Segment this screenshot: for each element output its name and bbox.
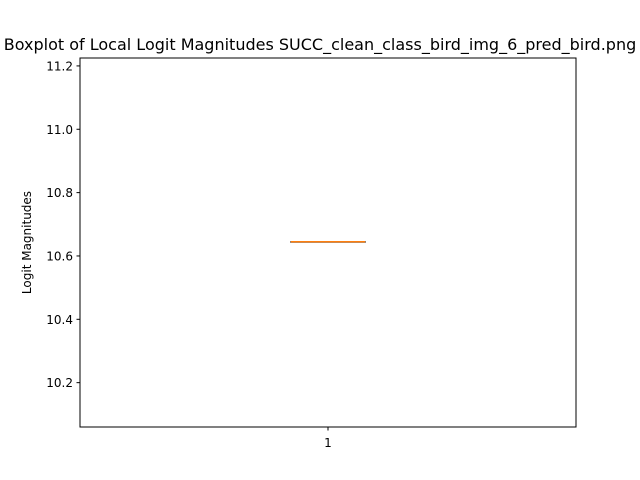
y-tick-label: 10.8 xyxy=(46,186,73,200)
y-tick-label: 10.2 xyxy=(46,376,73,390)
y-axis-label: Logit Magnitudes xyxy=(20,191,34,294)
y-tick-label: 10.6 xyxy=(46,249,73,263)
x-tick-label: 1 xyxy=(324,436,332,450)
y-axis-ticks: 10.2 10.4 10.6 10.8 11.0 11.2 xyxy=(46,59,80,390)
x-axis-ticks: 1 xyxy=(324,427,332,450)
axes-frame xyxy=(79,57,577,428)
y-tick-label: 11.2 xyxy=(46,59,73,73)
y-tick-label: 11.0 xyxy=(46,123,73,137)
y-tick-label: 10.4 xyxy=(46,313,73,327)
chart-title: Boxplot of Local Logit Magnitudes SUCC_c… xyxy=(4,35,636,55)
box-elements xyxy=(290,240,366,243)
